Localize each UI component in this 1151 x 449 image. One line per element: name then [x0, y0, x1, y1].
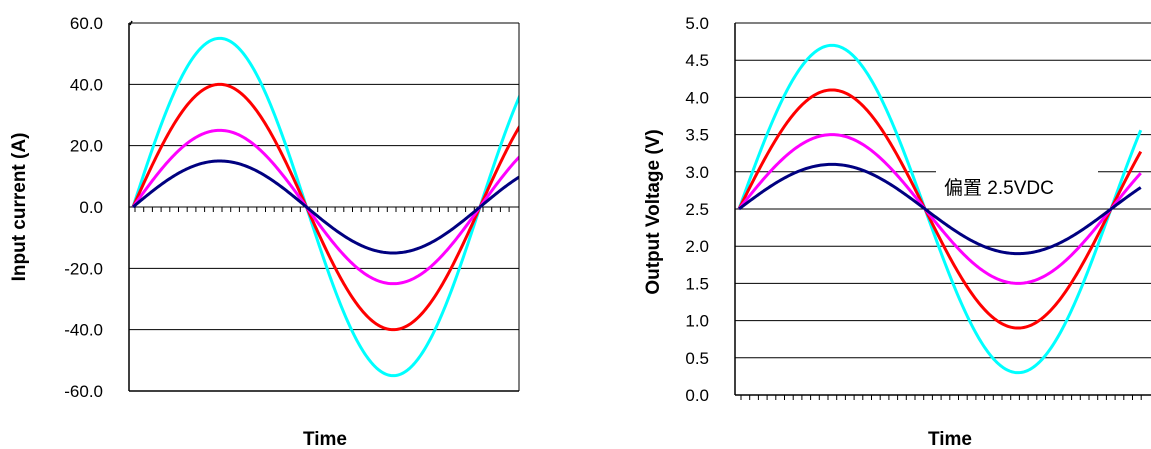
bias-annotation: 偏置 2.5VDC — [944, 177, 1054, 199]
input-current-y-tick-label: 0.0 — [79, 198, 103, 217]
output-voltage-y-tick-label: 1.0 — [685, 312, 709, 331]
input-current-series-line — [131, 36, 519, 378]
input-current-y-tick-label: 60.0 — [70, 14, 103, 33]
output-voltage-y-ticks: 5.0 4.5 4.0 3.5 3.0 2.5 2.0 1.5 1.0 0.5 0.0 — [685, 14, 709, 405]
input-current-y-tick-label: 40.0 — [70, 75, 103, 94]
output-voltage-y-tick-label: 3.0 — [685, 163, 709, 182]
output-voltage-y-tick-label: 0.5 — [685, 349, 709, 368]
output-voltage-chart: 5.0 4.5 4.0 3.5 3.0 2.5 2.0 1.5 1.0 0.5 0.0 偏置 2.5… — [643, 14, 1151, 449]
output-voltage-x-minor-ticks — [740, 395, 1142, 400]
output-voltage-frame — [734, 23, 1151, 396]
input-current-series-line — [131, 128, 519, 286]
output-voltage-y-tick-label: 4.5 — [685, 51, 709, 70]
output-voltage-y-tick-label: 5.0 — [685, 14, 709, 33]
output-voltage-series-line — [738, 162, 1142, 256]
input-current-frame — [128, 23, 520, 392]
output-voltage-y-tick-label: 2.5 — [685, 200, 709, 219]
output-voltage-series — [737, 43, 1143, 375]
input-current-y-axis-title: Input current (A) — [9, 133, 30, 282]
output-voltage-y-tick-label: 4.0 — [685, 88, 709, 107]
output-voltage-series-line — [737, 43, 1143, 375]
output-voltage-x-axis-title: Time — [928, 429, 972, 449]
output-voltage-series-line — [737, 88, 1143, 330]
input-current-axis-spike — [129, 20, 133, 26]
output-voltage-y-tick-label: 1.5 — [685, 274, 709, 293]
input-current-x-minor-ticks — [129, 20, 510, 212]
output-voltage-y-axis-title: Output Voltage (V) — [643, 129, 664, 294]
output-voltage-y-tick-label: 3.5 — [685, 126, 709, 145]
input-current-series — [131, 36, 519, 378]
input-current-chart: 60.0 40.0 20.0 0.0 -20.0 -40.0 -60.0 Time Inpu… — [9, 14, 520, 449]
output-voltage-gridlines — [735, 22, 1151, 396]
input-current-y-ticks: 60.0 40.0 20.0 0.0 -20.0 -40.0 -60.0 — [64, 14, 103, 401]
input-current-series-line — [132, 159, 519, 255]
input-current-x-axis-title: Time — [303, 429, 347, 449]
input-current-y-tick-label: -20.0 — [64, 259, 103, 278]
input-current-y-tick-label: -60.0 — [64, 382, 103, 401]
input-current-y-tick-label: -40.0 — [64, 321, 103, 340]
bias-annotation-background — [936, 171, 1098, 201]
output-voltage-y-tick-label: 2.0 — [685, 237, 709, 256]
output-voltage-series-line — [737, 133, 1142, 285]
input-current-series-line — [131, 82, 519, 332]
output-voltage-y-tick-label: 0.0 — [685, 386, 709, 405]
input-current-y-tick-label: 20.0 — [70, 137, 103, 156]
